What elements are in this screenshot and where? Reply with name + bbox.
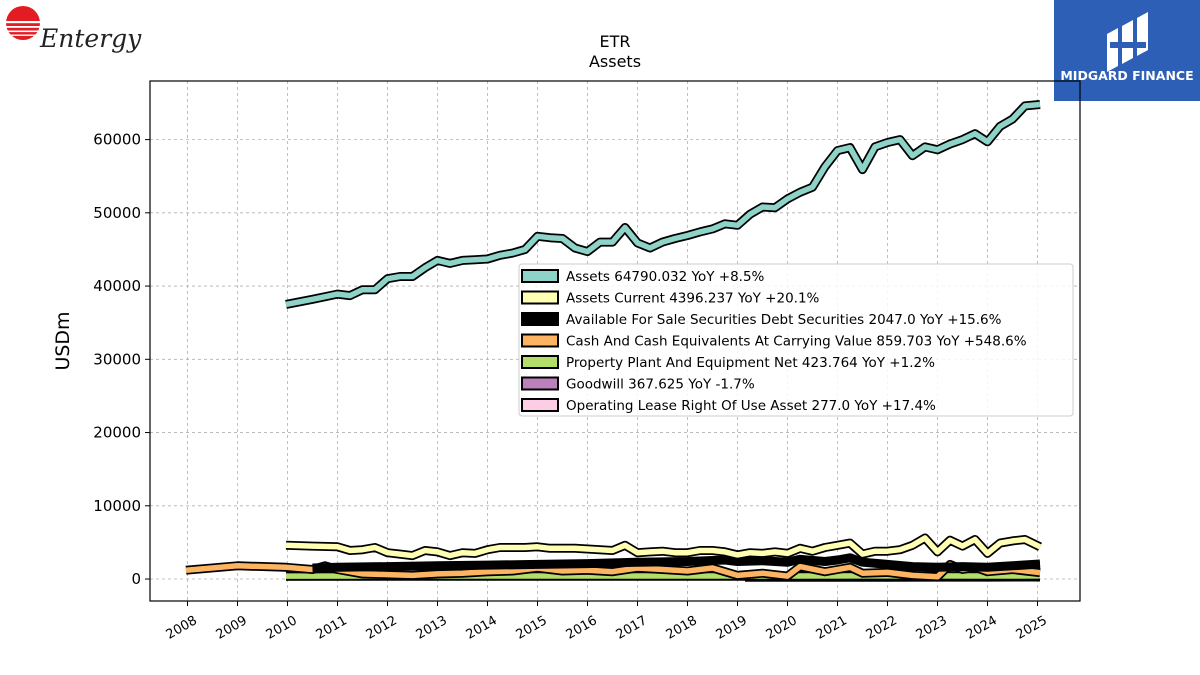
x-tick-label: 2011 [314, 613, 350, 643]
series-assets [285, 100, 1041, 309]
legend-swatch [521, 269, 559, 283]
legend-swatch [521, 376, 559, 391]
legend-entry-label: Cash And Cash Equivalents At Carrying Va… [566, 334, 1027, 350]
x-tick-label: 2016 [564, 613, 600, 643]
y-axis-label: USDm [52, 311, 74, 370]
series-available-for-sale-securities-debt-securities [312, 553, 1041, 573]
x-tick-label: 2009 [214, 613, 250, 643]
x-axis: 2008 2009 2010 2011 2012 2013 2014 2015 2016 2017… [164, 601, 1050, 643]
x-tick-label: 2015 [514, 613, 550, 643]
entergy-logo: Entergy [5, 6, 142, 53]
x-tick-label: 2021 [814, 613, 850, 643]
y-tick-label: 30000 [93, 350, 141, 368]
chart-title: ETR [600, 32, 631, 51]
x-tick-label: 2008 [164, 613, 200, 643]
x-tick-label: 2012 [364, 613, 400, 643]
entergy-logo-text: Entergy [39, 24, 142, 53]
y-tick-label: 10000 [93, 497, 141, 515]
legend-swatch [521, 398, 559, 412]
series-line [185, 561, 1041, 580]
legend-box [518, 263, 1074, 417]
x-tick-label: 2017 [614, 613, 650, 643]
x-tick-label: 2020 [764, 613, 800, 643]
x-tick-label: 2019 [714, 613, 750, 643]
y-tick-label: 60000 [93, 131, 141, 149]
legend-entry-label: Property Plant And Equipment Net 423.764… [566, 355, 935, 371]
x-tick-label: 2010 [264, 613, 300, 643]
plot-frame [149, 80, 1081, 602]
legend-entry-label: Available For Sale Securities Debt Secur… [566, 312, 1002, 328]
legend-swatch [521, 355, 559, 369]
series-line [285, 535, 1042, 559]
legend-entry-label: Assets Current 4396.237 YoY +20.1% [566, 291, 820, 307]
y-tick-label: 50000 [93, 204, 141, 222]
x-tick-label: 2022 [864, 613, 900, 643]
legend-entry-label: Goodwill 367.625 YoY -1.7% [566, 377, 755, 393]
x-tick-label: 2023 [914, 613, 950, 643]
legend-swatch [521, 290, 559, 305]
chart-subtitle: Assets [589, 52, 641, 71]
legend-entry-label: Operating Lease Right Of Use Asset 277.0… [566, 398, 936, 414]
series-assets-current [285, 533, 1042, 561]
legend-swatch [521, 312, 559, 326]
legend-entry-label: Assets 64790.032 YoY +8.5% [566, 269, 765, 285]
series-cash-and-cash-equivalents-at-carrying-value [185, 559, 1041, 582]
series-line [312, 555, 1041, 571]
x-tick-label: 2018 [664, 613, 700, 643]
series-line [285, 101, 1041, 308]
y-tick-label: 0 [131, 570, 141, 588]
x-tick-label: 2025 [1014, 613, 1050, 643]
legend-swatch [521, 333, 559, 348]
plot-series [185, 100, 1042, 582]
y-axis: 0 10000 20000 30000 40000 50000 60000 [93, 131, 150, 588]
x-tick-label: 2013 [414, 613, 450, 643]
y-tick-label: 40000 [93, 277, 141, 295]
x-tick-label: 2014 [464, 613, 500, 643]
midgard-finance-logo: MIDGARD FINANCE [1054, 0, 1200, 101]
y-tick-label: 20000 [93, 424, 141, 442]
midgard-logo-text: MIDGARD FINANCE [1060, 68, 1193, 83]
x-tick-label: 2024 [964, 613, 1000, 643]
legend: Assets 64790.032 YoY +8.5% Assets Current… [518, 263, 1074, 417]
